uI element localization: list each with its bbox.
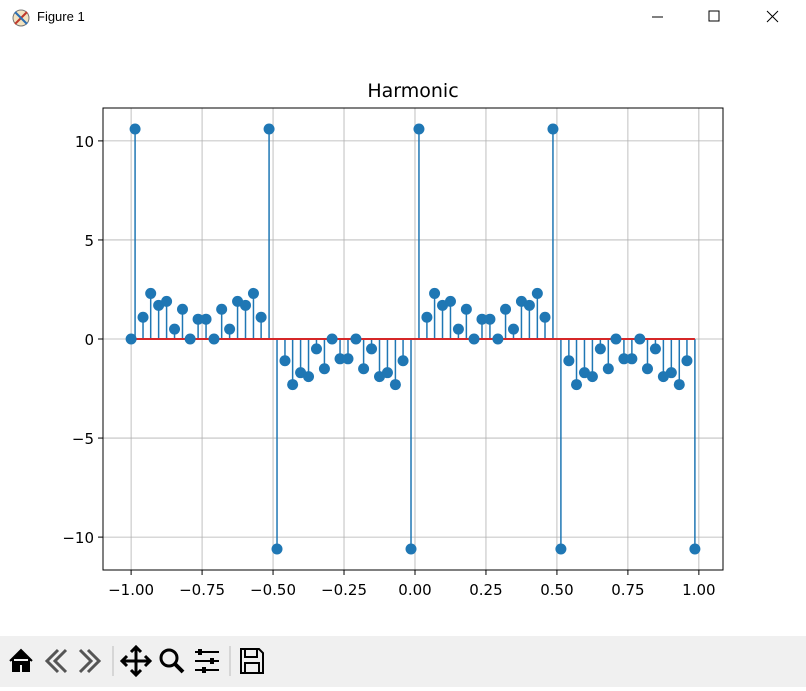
marker [594, 343, 606, 355]
marker [476, 313, 488, 325]
marker [484, 313, 496, 325]
x-tick-label: 1.00 [682, 581, 715, 599]
marker [444, 295, 456, 307]
marker [303, 371, 315, 383]
toolbar-icons [9, 644, 264, 678]
marker [665, 367, 677, 379]
marker [531, 287, 543, 299]
y-tick-label: 10 [75, 133, 94, 151]
maximize-button[interactable] [708, 10, 720, 22]
marker [200, 313, 212, 325]
marker [279, 355, 291, 367]
window-controls[interactable] [640, 0, 806, 34]
marker [137, 311, 149, 323]
marker [176, 303, 188, 315]
marker [145, 287, 157, 299]
title-bar: Figure 1 [0, 0, 806, 34]
app-icon [12, 9, 30, 27]
forward-button[interactable] [78, 648, 102, 674]
marker [547, 123, 559, 135]
marker [602, 363, 614, 375]
home-button[interactable] [9, 648, 33, 672]
marker [571, 379, 583, 391]
marker [610, 333, 622, 345]
marker [397, 355, 409, 367]
marker [169, 323, 181, 335]
x-tick-label: −0.25 [321, 581, 367, 599]
marker [492, 333, 504, 345]
marker [507, 323, 519, 335]
x-tick-label: −1.00 [108, 581, 154, 599]
zoom-handle [173, 662, 185, 674]
marker [563, 355, 575, 367]
marker [586, 371, 598, 383]
marker [271, 543, 283, 555]
marker [500, 303, 512, 315]
marker [192, 313, 204, 325]
marker [452, 323, 464, 335]
marker [618, 353, 630, 365]
pan-button[interactable] [119, 644, 153, 678]
marker [681, 355, 693, 367]
configure-sliders [198, 649, 214, 673]
close-button[interactable] [766, 10, 779, 23]
marker [310, 343, 322, 355]
y-tick-label: −5 [72, 430, 94, 448]
marker [208, 333, 220, 345]
marker [358, 363, 370, 375]
marker [326, 333, 338, 345]
save-button[interactable] [240, 648, 264, 674]
x-tick-label: 0.25 [469, 581, 502, 599]
x-tick-label: −0.75 [179, 581, 225, 599]
x-tick-label: 0.50 [540, 581, 573, 599]
marker [381, 367, 393, 379]
marker [429, 287, 441, 299]
marker [539, 311, 551, 323]
marker [224, 323, 236, 335]
marker [421, 311, 433, 323]
window-title: Figure 1 [37, 9, 85, 24]
marker [641, 363, 653, 375]
y-tick-label: 0 [84, 331, 94, 349]
marker [389, 379, 401, 391]
marker [523, 299, 535, 311]
x-tick-label: −0.50 [250, 581, 296, 599]
marker [673, 379, 685, 391]
marker [216, 303, 228, 315]
marker [350, 333, 362, 345]
marker [287, 379, 299, 391]
marker [405, 543, 417, 555]
marker [129, 123, 141, 135]
marker [263, 123, 275, 135]
plot-frame [102, 107, 724, 571]
marker [634, 333, 646, 345]
marker [342, 353, 354, 365]
marker [240, 299, 252, 311]
chart-title: Harmonic [367, 80, 458, 102]
x-tick-label: 0.75 [611, 581, 644, 599]
toolbar [0, 636, 806, 687]
marker [413, 123, 425, 135]
marker [334, 353, 346, 365]
marker [255, 311, 267, 323]
marker [184, 333, 196, 345]
marker [468, 333, 480, 345]
marker [125, 333, 137, 345]
marker [247, 287, 259, 299]
x-tick-label: 0.00 [398, 581, 431, 599]
marker [161, 295, 173, 307]
marker [555, 543, 567, 555]
marker [460, 303, 472, 315]
chart: Harmonic −1.00 −0.75 −0.50 −0.25 0.00 0.25 0.5… [62, 80, 724, 599]
marker [366, 343, 378, 355]
y-tick-label: 5 [84, 232, 94, 250]
marker [689, 543, 701, 555]
zoom-button[interactable] [159, 648, 179, 668]
back-button[interactable] [44, 648, 68, 674]
y-tick-label: −10 [62, 529, 94, 547]
marker [318, 363, 330, 375]
marker [626, 353, 638, 365]
marker [649, 343, 661, 355]
